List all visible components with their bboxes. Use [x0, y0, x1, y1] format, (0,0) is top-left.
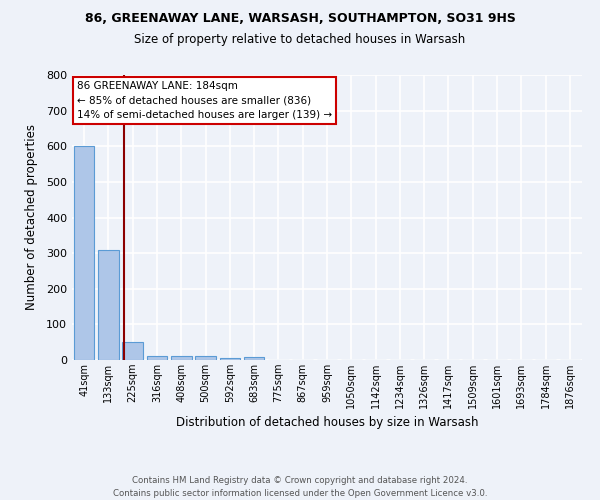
Text: Contains HM Land Registry data © Crown copyright and database right 2024.
Contai: Contains HM Land Registry data © Crown c… [113, 476, 487, 498]
Bar [146, 356, 167, 360]
Text: 86, GREENAWAY LANE, WARSASH, SOUTHAMPTON, SO31 9HS: 86, GREENAWAY LANE, WARSASH, SOUTHAMPTON… [85, 12, 515, 26]
Y-axis label: Number of detached properties: Number of detached properties [25, 124, 38, 310]
Bar [195, 356, 216, 360]
Bar [122, 342, 143, 360]
Text: Size of property relative to detached houses in Warsash: Size of property relative to detached ho… [134, 32, 466, 46]
Bar [220, 358, 240, 360]
Bar [98, 250, 119, 360]
Bar [244, 357, 265, 360]
Bar [171, 356, 191, 360]
Text: 86 GREENAWAY LANE: 184sqm
← 85% of detached houses are smaller (836)
14% of semi: 86 GREENAWAY LANE: 184sqm ← 85% of detac… [77, 80, 332, 120]
Bar [74, 146, 94, 360]
X-axis label: Distribution of detached houses by size in Warsash: Distribution of detached houses by size … [176, 416, 478, 430]
